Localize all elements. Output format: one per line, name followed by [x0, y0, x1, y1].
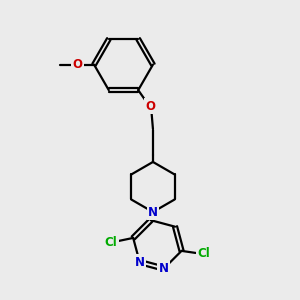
Text: N: N	[159, 262, 169, 275]
Text: Cl: Cl	[105, 236, 118, 249]
Text: N: N	[135, 256, 145, 268]
Text: O: O	[72, 58, 82, 71]
Text: O: O	[145, 100, 155, 113]
Text: Cl: Cl	[197, 247, 210, 260]
Text: N: N	[148, 206, 158, 218]
